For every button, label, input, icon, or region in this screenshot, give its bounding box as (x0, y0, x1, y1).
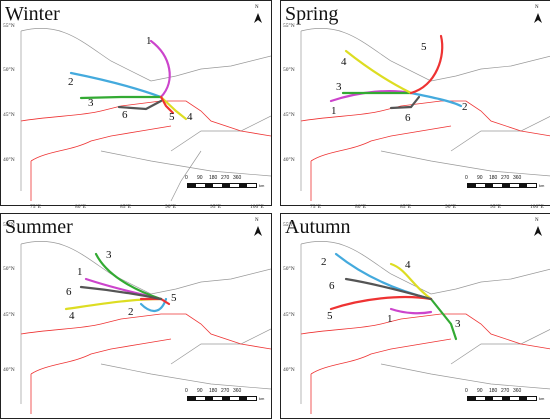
track-label-4: 4 (69, 310, 75, 322)
scale-bar: 0 90 180 270 360 km (185, 388, 265, 401)
lat-label: 45°N (3, 112, 15, 118)
lat-label: 40°N (283, 367, 295, 373)
scale-bar: 0 90 180 270 360 km (185, 175, 265, 188)
map-panel-autumn: Autumn 1 2 3 4 5 6 55°N 50°N 45°N 40°N N… (280, 213, 550, 419)
track-label-1: 1 (331, 105, 337, 117)
track-label-2: 2 (462, 101, 468, 113)
lat-label: 45°N (3, 312, 15, 318)
season-title: Spring (285, 3, 339, 25)
track-label-5: 5 (169, 111, 175, 123)
track-label-4: 4 (405, 259, 411, 271)
track-label-3: 3 (106, 249, 112, 261)
lat-label: 40°N (3, 367, 15, 373)
north-arrow-icon: N (253, 218, 263, 236)
season-title: Summer (5, 216, 73, 238)
lat-label: 45°N (283, 112, 295, 118)
track-label-4: 4 (341, 56, 347, 68)
lon-label: 80°E (355, 204, 367, 210)
track-label-6: 6 (329, 280, 335, 292)
track-label-2: 2 (128, 306, 134, 318)
track-label-3: 3 (455, 318, 461, 330)
season-title: Autumn (285, 216, 351, 238)
track-label-6: 6 (405, 112, 411, 124)
season-title: Winter (5, 3, 60, 25)
track-label-3: 3 (336, 81, 342, 93)
lon-label: 95°E (210, 204, 222, 210)
scale-bar: 0 90 180 270 360 km (465, 175, 545, 188)
map-panel-winter: Winter 1 2 3 4 5 6 55°N 50°N 45°N 40°N N… (0, 0, 272, 206)
lat-label: 50°N (283, 67, 295, 73)
lat-label: 50°N (3, 266, 15, 272)
track-label-3: 3 (88, 97, 94, 109)
lat-label: 50°N (3, 67, 15, 73)
north-arrow-icon: N (533, 218, 543, 236)
track-label-4: 4 (187, 111, 193, 123)
lat-label: 55°N (283, 23, 295, 29)
lon-label: 85°E (400, 204, 412, 210)
track-label-5: 5 (327, 310, 333, 322)
trajectory-map (20, 27, 271, 202)
trajectory-map (300, 27, 550, 201)
lon-label: 95°E (490, 204, 502, 210)
north-arrow-icon: N (533, 5, 543, 23)
lon-label: 75°E (310, 204, 322, 210)
track-label-2: 2 (321, 256, 327, 268)
lat-label: 55°N (3, 23, 15, 29)
map-panel-spring: Spring 1 2 3 4 5 6 55°N 50°N 45°N 40°N N… (280, 0, 550, 206)
lat-label: 40°N (283, 157, 295, 163)
track-label-1: 1 (77, 266, 83, 278)
map-panel-summer: Summer 1 2 3 4 5 6 55°N 50°N 45°N 40°N N… (0, 213, 272, 419)
track-label-1: 1 (146, 35, 152, 47)
track-label-6: 6 (66, 286, 72, 298)
track-label-5: 5 (171, 292, 177, 304)
lat-label: 55°N (3, 222, 15, 228)
trajectory-map (20, 240, 271, 414)
lon-label: 75°E (30, 204, 42, 210)
north-arrow-icon: N (253, 5, 263, 23)
lat-label: 55°N (283, 222, 295, 228)
lon-label: 90°E (165, 204, 177, 210)
trajectory-map (300, 240, 550, 414)
lat-label: 50°N (283, 266, 295, 272)
lon-label: 100°E (530, 204, 544, 210)
lon-label: 90°E (445, 204, 457, 210)
track-label-1: 1 (387, 313, 393, 325)
lat-label: 45°N (283, 312, 295, 318)
lon-label: 85°E (120, 204, 132, 210)
lat-label: 40°N (3, 157, 15, 163)
lon-label: 80°E (75, 204, 87, 210)
track-label-6: 6 (122, 109, 128, 121)
track-label-2: 2 (68, 76, 74, 88)
track-label-5: 5 (421, 41, 427, 53)
scale-bar: 0 90 180 270 360 km (465, 388, 545, 401)
lon-label: 100°E (250, 204, 264, 210)
